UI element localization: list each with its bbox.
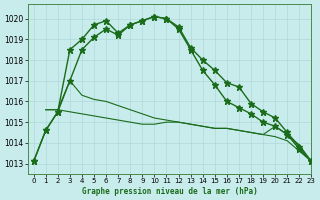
X-axis label: Graphe pression niveau de la mer (hPa): Graphe pression niveau de la mer (hPa) (82, 187, 257, 196)
